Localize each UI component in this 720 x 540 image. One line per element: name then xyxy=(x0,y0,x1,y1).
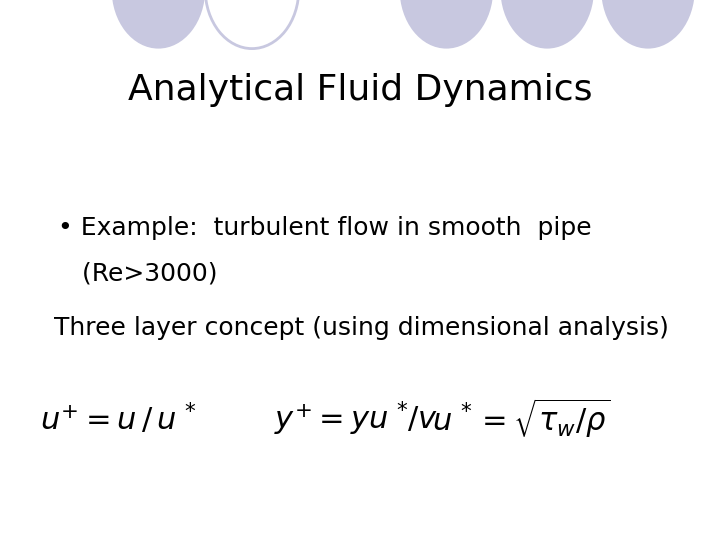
Ellipse shape xyxy=(601,0,695,49)
Text: (Re>3000): (Re>3000) xyxy=(58,262,217,286)
Text: Three layer concept (using dimensional analysis): Three layer concept (using dimensional a… xyxy=(54,316,669,340)
Text: $u^{\,*} = \sqrt{\tau_{w}/\rho}$: $u^{\,*} = \sqrt{\tau_{w}/\rho}$ xyxy=(432,396,611,441)
Text: • Example:  turbulent flow in smooth  pipe: • Example: turbulent flow in smooth pipe xyxy=(58,216,591,240)
Ellipse shape xyxy=(400,0,493,49)
Text: $u^{+} = u\,/\,u^{\,*}$: $u^{+} = u\,/\,u^{\,*}$ xyxy=(40,401,197,436)
Ellipse shape xyxy=(112,0,205,49)
Text: Analytical Fluid Dynamics: Analytical Fluid Dynamics xyxy=(127,73,593,107)
Text: $y^{+} = yu^{\,*}\!/v$: $y^{+} = yu^{\,*}\!/v$ xyxy=(274,399,438,438)
Ellipse shape xyxy=(500,0,594,49)
